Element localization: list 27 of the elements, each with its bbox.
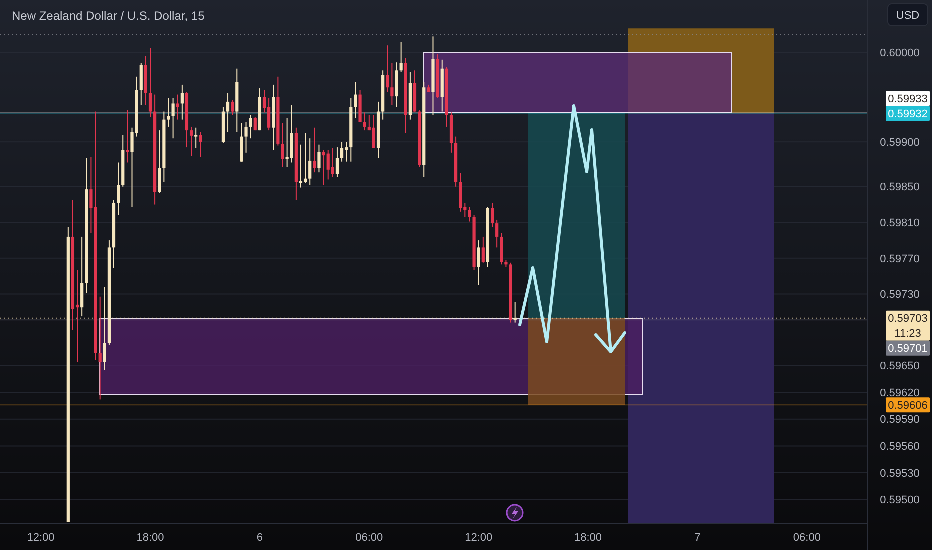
y-tick-label: 0.60000 <box>880 48 920 60</box>
x-tick-label: 12:00 <box>27 532 55 544</box>
x-tick-label: 06:00 <box>356 532 384 544</box>
ref-line-label: 0.59932 <box>888 108 928 120</box>
y-tick-label: 0.59900 <box>880 137 920 150</box>
y-tick-label: 0.59530 <box>880 468 920 480</box>
text: USD <box>896 10 920 22</box>
y-tick-label: 0.59590 <box>880 414 920 426</box>
x-tick-label: 7 <box>694 532 701 544</box>
x-tick-label: 12:00 <box>465 532 493 544</box>
y-tick-label: 0.59810 <box>880 218 920 230</box>
y-tick-label: 0.59770 <box>880 253 920 266</box>
ref-line-label: 0.59701 <box>888 343 928 356</box>
text: New Zealand Dollar / U.S. Dollar, 15 <box>12 9 206 23</box>
ref-line-label: 0.59606 <box>888 400 928 412</box>
x-tick-label: 6 <box>256 532 264 544</box>
x-tick-label: 18:00 <box>574 532 602 544</box>
y-tick-label: 0.59620 <box>880 387 920 400</box>
y-tick-label: 0.59730 <box>880 289 920 302</box>
y-tick-label: 0.59500 <box>880 494 920 507</box>
ref-line-label: 0.59703 11:23 <box>888 313 928 340</box>
y-tick-label: 0.59650 <box>880 360 920 373</box>
y-tick-label: 0.59850 <box>880 182 920 194</box>
ref-line-label: 0.59933 <box>888 93 928 106</box>
x-tick-label: 06:00 <box>793 532 821 544</box>
y-tick-label: 0.59560 <box>880 441 920 454</box>
x-tick-label: 18:00 <box>136 532 164 544</box>
